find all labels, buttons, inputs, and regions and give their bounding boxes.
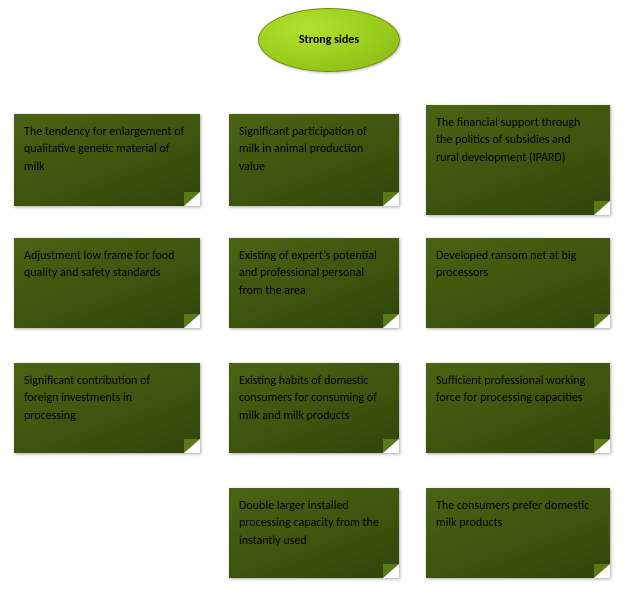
note-n6: Developed ransom net at big processors bbox=[426, 238, 610, 328]
note-text: Existing of expert’s potential and profe… bbox=[239, 248, 385, 300]
note-text: Developed ransom net at big processors bbox=[436, 248, 596, 283]
note-text: The financial support through the politi… bbox=[436, 115, 596, 167]
title-oval: Strong sides bbox=[258, 8, 400, 72]
note-n7: Significant contribution of foreign inve… bbox=[14, 363, 200, 453]
note-n2: Significant participation of milk in ani… bbox=[229, 114, 399, 206]
note-text: Adjustment low frame for food quality an… bbox=[24, 248, 186, 283]
note-text: The consumers prefer domestic milk produ… bbox=[436, 498, 596, 533]
note-text: The tendency for enlargement of qualitat… bbox=[24, 124, 186, 176]
note-n4: Adjustment low frame for food quality an… bbox=[14, 238, 200, 328]
note-n5: Existing of expert’s potential and profe… bbox=[229, 238, 399, 328]
note-text: Double larger installed processing capac… bbox=[239, 498, 385, 550]
note-text: Sufficient professional working force fo… bbox=[436, 373, 596, 408]
note-text: Significant contribution of foreign inve… bbox=[24, 373, 186, 425]
diagram-canvas: Strong sides The tendency for enlargemen… bbox=[0, 0, 626, 599]
note-text: Significant participation of milk in ani… bbox=[239, 124, 385, 176]
note-n1: The tendency for enlargement of qualitat… bbox=[14, 114, 200, 206]
note-text: Existing habits of domestic consumers fo… bbox=[239, 373, 385, 425]
note-n8: Existing habits of domestic consumers fo… bbox=[229, 363, 399, 453]
note-n3: The financial support through the politi… bbox=[426, 105, 610, 215]
note-n11: The consumers prefer domestic milk produ… bbox=[426, 488, 610, 578]
title-text: Strong sides bbox=[299, 33, 359, 47]
note-n9: Sufficient professional working force fo… bbox=[426, 363, 610, 453]
note-n10: Double larger installed processing capac… bbox=[229, 488, 399, 578]
